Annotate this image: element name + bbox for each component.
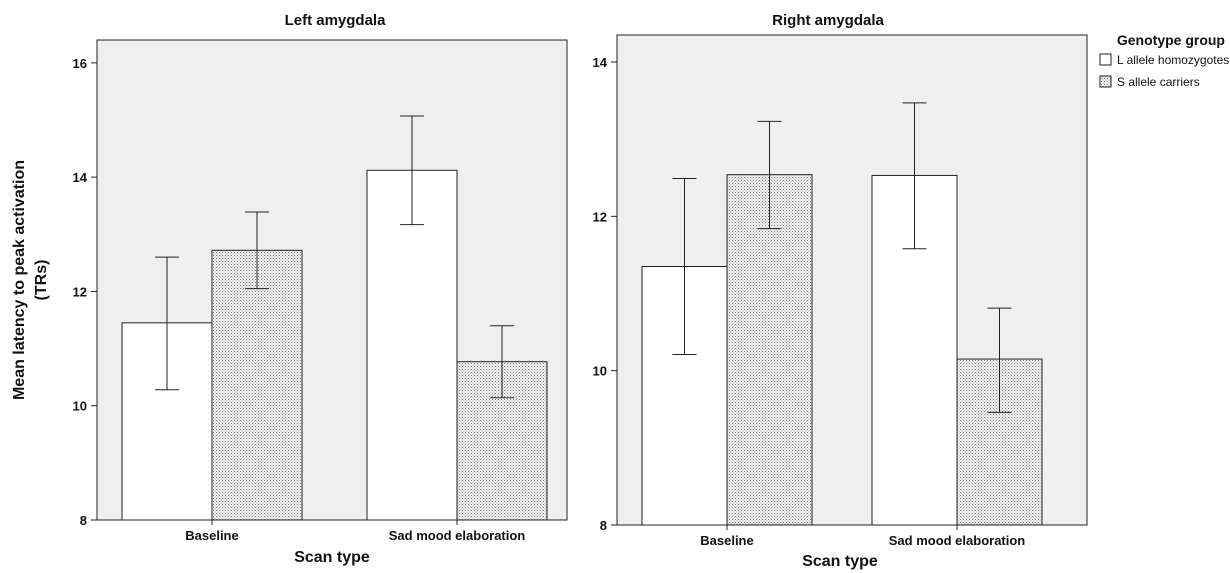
legend-swatch-s-allele [1099,75,1112,88]
right-bar-baseline-s-allele-carriers [726,174,813,526]
y-axis-title-line-1: Mean latency to peak activation [11,160,28,400]
left-error-bar-baseline-s-allele-carriers [245,211,269,290]
right-y-tick-label-10: 10 [593,364,607,379]
left-error-bar-baseline-l-allele-homozygotes [155,256,179,391]
left-bar-baseline-l-allele-homozygotes [121,322,213,521]
left-x-tick-label-baseline: Baseline [185,528,238,543]
left-y-tick-label-8: 8 [80,513,87,528]
right-y-tick-label-12: 12 [593,209,607,224]
left-amygdala-chart: Left amygdala 8 10 12 14 16 Baseline Sad mood … [11,12,568,566]
left-bar-baseline-s-allele-carriers [211,249,303,521]
legend-swatch-l-allele [1099,53,1112,66]
legend: Genotype group L allele homozygotes S al… [1099,32,1229,89]
right-chart-title: Right amygdala [772,12,884,29]
right-error-bar-baseline-s-allele-carriers [757,120,782,230]
right-error-bar-baseline-l-allele-homozygotes [672,178,697,355]
right-error-bar-sad-mood-elaboration-s-allele-carriers [987,307,1012,413]
left-y-tick-label-12: 12 [73,284,87,299]
right-y-tick-label-8: 8 [600,518,607,533]
left-y-tick-label-16: 16 [73,56,87,71]
y-axis-title: Mean latency to peak activation (TRs) [11,160,50,400]
left-error-bar-sad-mood-elaboration-l-allele-homozygotes [400,115,424,226]
right-x-tick-label-baseline: Baseline [700,533,753,548]
right-amygdala-chart: Right amygdala 8 10 12 14 Baseline Sad mood e… [593,12,1088,570]
y-axis-title-line-2: (TRs) [33,260,50,301]
right-x-axis-title: Scan type [802,553,878,570]
left-chart-title: Left amygdala [285,12,387,29]
left-x-tick-label-sad-mood-elaboration: Sad mood elaboration [389,528,526,543]
legend-title: Genotype group [1117,32,1225,48]
left-x-axis-title: Scan type [294,549,370,566]
right-error-bar-sad-mood-elaboration-l-allele-homozygotes [902,102,927,250]
legend-label-l-allele: L allele homozygotes [1117,53,1229,67]
left-y-tick-label-14: 14 [73,170,88,185]
legend-label-s-allele: S allele carriers [1117,75,1200,89]
left-error-bar-sad-mood-elaboration-s-allele-carriers [490,325,514,399]
left-y-tick-label-10: 10 [73,399,87,414]
right-x-tick-label-sad-mood-elaboration: Sad mood elaboration [889,533,1026,548]
right-y-tick-label-14: 14 [593,55,608,70]
